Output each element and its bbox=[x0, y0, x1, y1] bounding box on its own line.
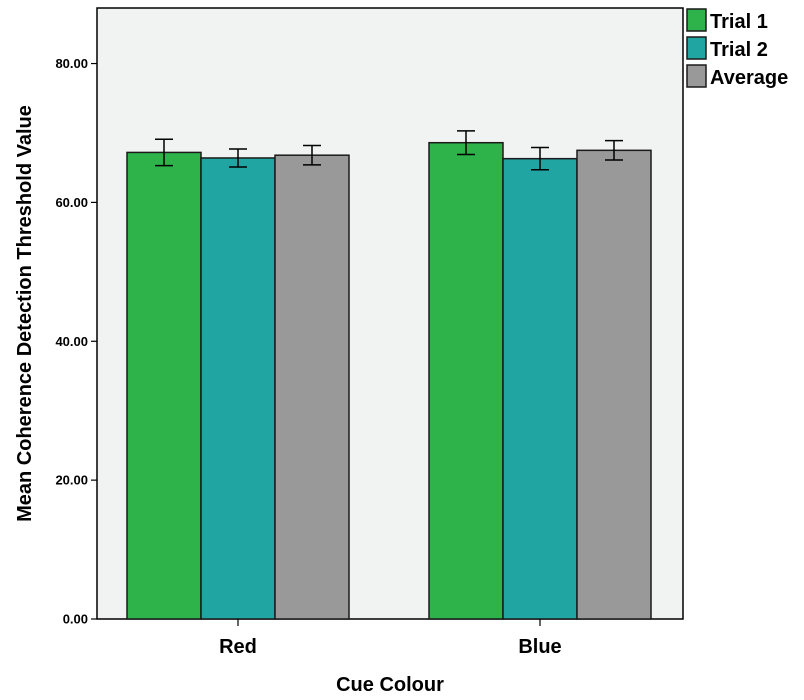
legend-label: Trial 1 bbox=[710, 11, 768, 33]
error-bar bbox=[531, 146, 549, 171]
legend-swatch-trial-2 bbox=[686, 36, 707, 60]
x-tick-label-blue: Blue bbox=[518, 636, 561, 658]
legend: Trial 1 Trial 2 Average bbox=[686, 8, 788, 89]
x-axis: Red Blue bbox=[219, 619, 562, 658]
error-bar bbox=[605, 139, 623, 161]
error-bar bbox=[229, 148, 247, 168]
y-tick-label: 80.00 bbox=[55, 56, 88, 71]
error-bar bbox=[457, 130, 475, 156]
y-tick-label: 20.00 bbox=[55, 473, 88, 488]
bar-series bbox=[126, 130, 652, 620]
error-bar bbox=[155, 138, 173, 167]
y-axis-title: Mean Coherence Detection Threshold Value bbox=[14, 105, 36, 522]
bar-trial-2-red bbox=[200, 157, 276, 620]
y-tick-label: 60.00 bbox=[55, 195, 88, 210]
legend-swatch-trial-1 bbox=[686, 8, 707, 32]
bar-trial-1-blue bbox=[428, 141, 504, 620]
legend-label: Trial 2 bbox=[710, 39, 768, 61]
bar-average-red bbox=[274, 154, 350, 620]
x-axis-title: Cue Colour bbox=[336, 674, 444, 696]
legend-swatch-average bbox=[686, 64, 707, 88]
legend-label: Average bbox=[710, 67, 788, 89]
bar-trial-2-blue bbox=[502, 157, 578, 620]
y-tick-label: 40.00 bbox=[55, 334, 88, 349]
bar-trial-1-red bbox=[126, 151, 202, 620]
y-axis: 0.00 20.00 40.00 60.00 80.00 bbox=[55, 56, 97, 627]
x-tick-label-red: Red bbox=[219, 636, 257, 658]
y-tick-label: 0.00 bbox=[63, 612, 88, 627]
bar-average-blue bbox=[576, 149, 652, 620]
error-bar bbox=[303, 144, 321, 166]
